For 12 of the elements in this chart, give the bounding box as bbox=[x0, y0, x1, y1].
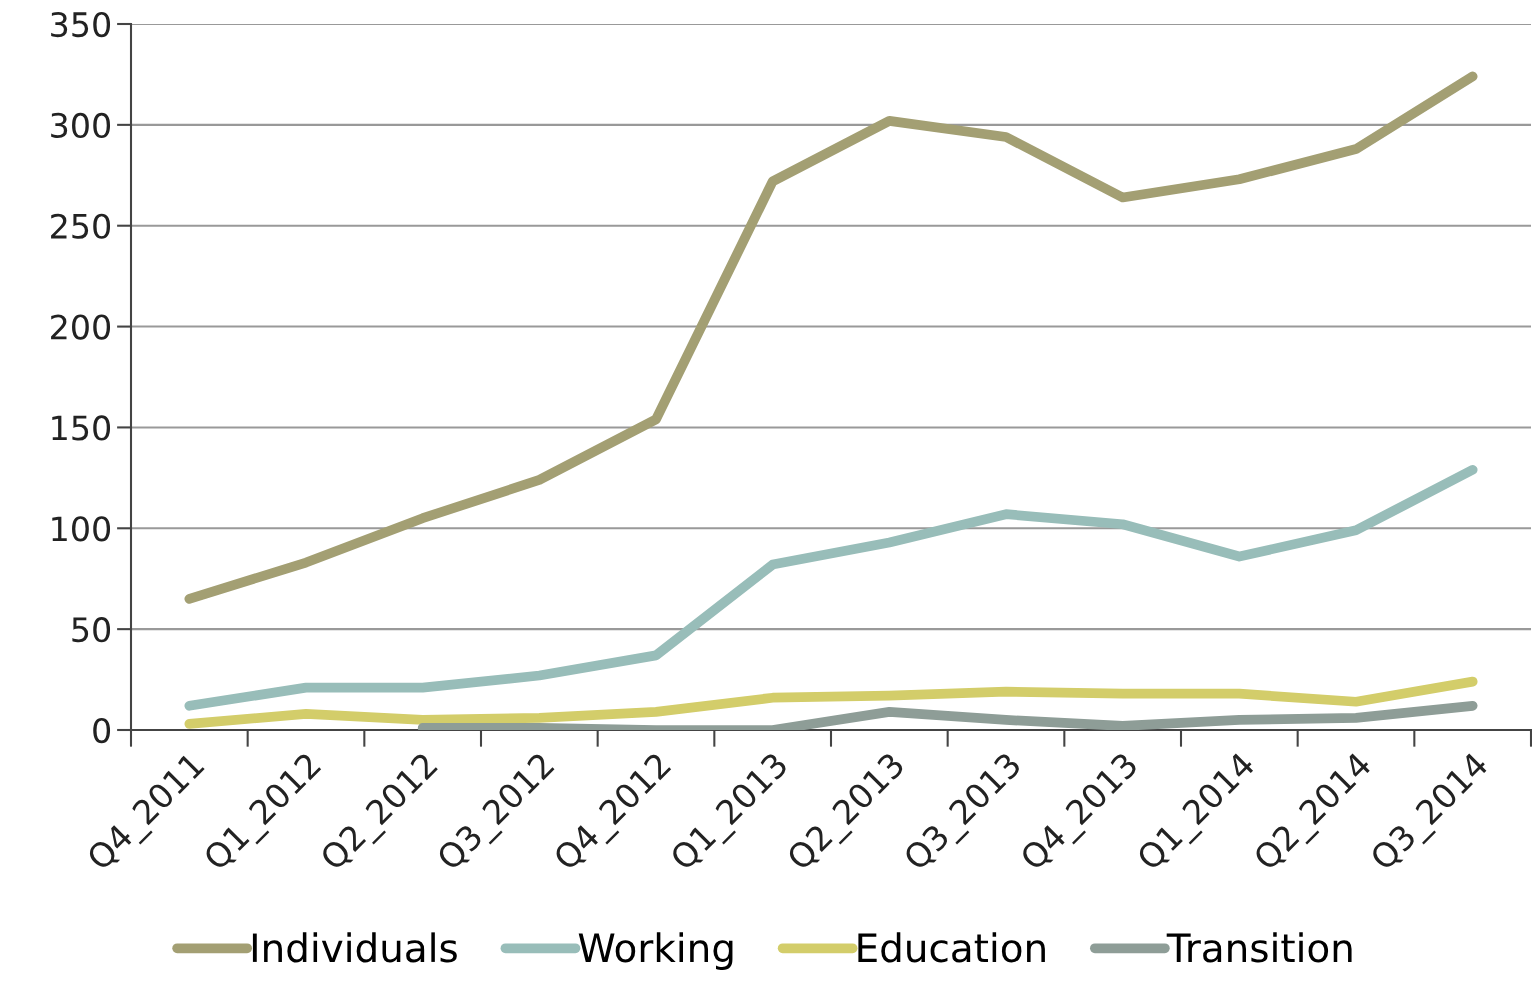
y-tick-label: 50 bbox=[72, 617, 111, 643]
legend-label: Individuals bbox=[252, 932, 457, 963]
y-tick-label: 150 bbox=[52, 415, 111, 441]
legend-label: Education bbox=[858, 932, 1045, 963]
legend-label: Transition bbox=[1166, 932, 1352, 963]
y-tick-label: 0 bbox=[93, 717, 111, 744]
y-tick-label: 100 bbox=[52, 516, 111, 542]
legend-label: Working bbox=[578, 932, 733, 970]
y-tick-label: 300 bbox=[51, 112, 111, 138]
y-tick-label: 350 bbox=[51, 11, 111, 38]
y-tick-label: 200 bbox=[51, 314, 111, 340]
y-tick-label: 250 bbox=[51, 213, 111, 239]
